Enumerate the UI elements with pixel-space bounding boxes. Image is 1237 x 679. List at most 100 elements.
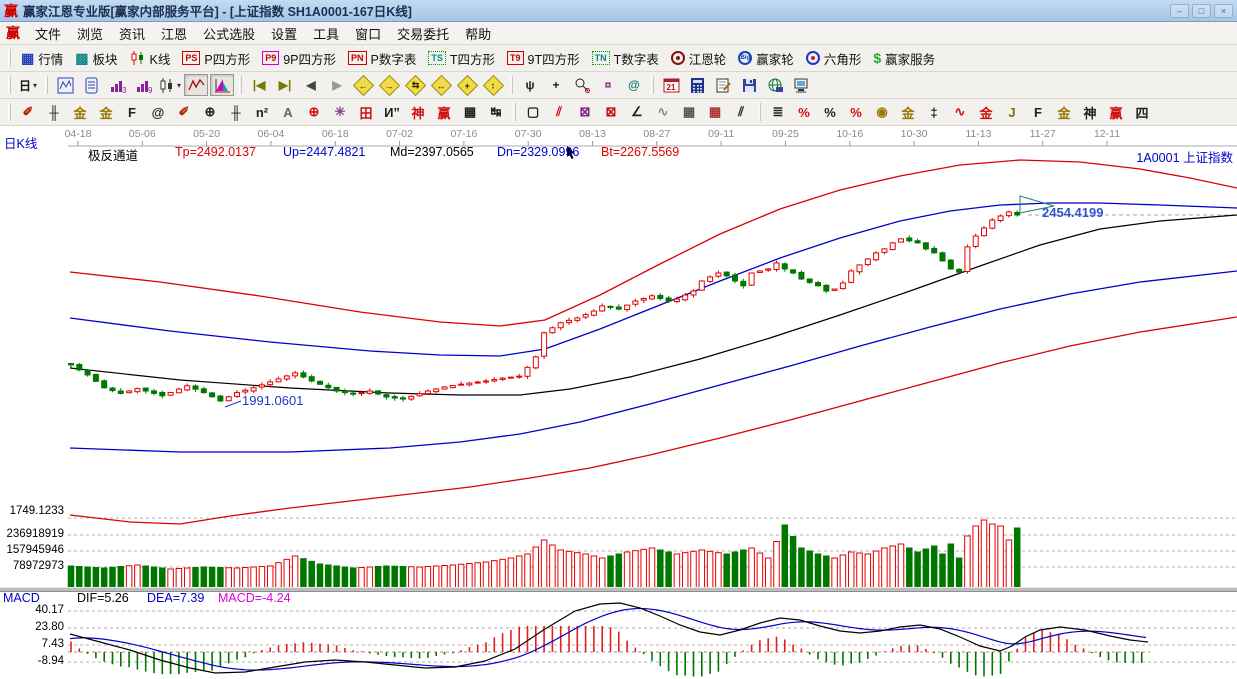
- color-chart-button[interactable]: [210, 74, 235, 96]
- toolbar-item-winner-service[interactable]: $ 赢家服务: [867, 46, 941, 70]
- time-ruler-button[interactable]: ╫: [231, 104, 241, 120]
- percent-button[interactable]: %: [824, 104, 836, 120]
- first-page-button[interactable]: |◀: [247, 74, 271, 96]
- percent-slash-button[interactable]: %: [798, 104, 810, 120]
- percent-line-button[interactable]: %: [850, 104, 862, 120]
- cycle-ruler-button[interactable]: ⊕: [204, 104, 216, 119]
- gold-circle-button[interactable]: ◉: [876, 104, 888, 119]
- grid-123-button[interactable]: ▦: [463, 104, 477, 119]
- gold-under-button[interactable]: 金: [979, 105, 993, 121]
- toolbar-item-quotes[interactable]: ▦ 行情: [15, 46, 69, 70]
- box-select-button[interactable]: ▢: [526, 104, 540, 119]
- next-page-button[interactable]: ▶: [325, 74, 349, 96]
- gold-line-button[interactable]: 金: [901, 105, 915, 121]
- angle-lines-button[interactable]: ∠: [631, 104, 643, 119]
- toolbar-item-t-number-table[interactable]: TN T数字表: [586, 46, 665, 70]
- toolbar-item-sectors[interactable]: ▩ 板块: [69, 46, 123, 70]
- hand-tool-button[interactable]: ψ: [518, 74, 542, 96]
- wave-gray-button[interactable]: ∿: [657, 104, 669, 119]
- toolbar-item-t-square[interactable]: TS T四方形: [422, 46, 501, 70]
- scale-list-button[interactable]: ≣: [772, 104, 784, 119]
- gold-angle-button[interactable]: 金: [1057, 105, 1071, 121]
- measure-pen-button[interactable]: ‡: [930, 104, 938, 120]
- n-square-button[interactable]: n²: [255, 104, 269, 120]
- pane-splitter[interactable]: [0, 587, 1237, 592]
- shen-grid-button[interactable]: 神: [411, 105, 425, 121]
- candle-style-button[interactable]: ▾: [157, 74, 182, 96]
- toolbar-item-winner-wheel[interactable]: Big 赢家轮: [732, 46, 800, 70]
- toolbar-item-hexagon[interactable]: 六角形: [800, 46, 868, 70]
- fan-box-red-button[interactable]: ⊠: [605, 104, 617, 119]
- last-page-button[interactable]: ▶|: [273, 74, 297, 96]
- menu-item-3[interactable]: 江恩: [161, 26, 188, 42]
- menu-item-9[interactable]: 帮助: [465, 26, 492, 42]
- parallel-lines-button[interactable]: ⫽: [738, 104, 744, 119]
- bars-9-button[interactable]: 9: [131, 74, 155, 96]
- cross-tool-button[interactable]: +: [544, 74, 568, 96]
- net-save-button[interactable]: [763, 74, 787, 96]
- shift-right-button[interactable]: →: [377, 74, 401, 96]
- gold-ruler-1-button[interactable]: 金: [73, 105, 87, 121]
- grid-dense-button[interactable]: ▦: [682, 104, 696, 119]
- ying-grid-button[interactable]: 赢: [437, 105, 451, 121]
- j-angle-button[interactable]: J: [1008, 104, 1016, 120]
- star-grid-button[interactable]: ✳: [334, 104, 346, 119]
- toolbar-item-9t-square[interactable]: T9 9T四方形: [501, 46, 586, 70]
- save-button[interactable]: [737, 74, 761, 96]
- menu-item-2[interactable]: 资讯: [119, 26, 146, 42]
- compress-x-button[interactable]: ↔: [429, 74, 453, 96]
- close-button[interactable]: ×: [1214, 3, 1233, 18]
- spiral-button[interactable]: @: [151, 104, 165, 120]
- compress-curve-button[interactable]: [53, 74, 77, 96]
- fan-rays-button[interactable]: ⫽: [556, 104, 562, 119]
- fan-box-purple-button[interactable]: ⊠: [579, 104, 591, 119]
- period-day-button[interactable]: 日 ▾: [16, 74, 40, 96]
- maximize-button[interactable]: □: [1192, 3, 1211, 18]
- trend-pen-button[interactable]: ✐: [22, 104, 34, 119]
- span-arrows-button[interactable]: ↹: [490, 104, 502, 119]
- pc-sync-button[interactable]: [789, 74, 813, 96]
- gann-ruler-button[interactable]: ╫: [49, 104, 59, 120]
- target-red-button[interactable]: ⊕: [308, 104, 320, 119]
- shen-angle-button[interactable]: 神: [1083, 105, 1097, 121]
- menu-item-5[interactable]: 设置: [271, 26, 298, 42]
- prev-page-button[interactable]: ◀: [299, 74, 323, 96]
- zigzag-tool-button[interactable]: [184, 74, 209, 96]
- toolbar-item-kline[interactable]: K线: [124, 46, 177, 70]
- angle-mirror-button[interactable]: A: [283, 104, 293, 120]
- toolbar-item-p-square[interactable]: PS P四方形: [176, 46, 256, 70]
- four-angle-button[interactable]: 四: [1135, 105, 1149, 121]
- swap-view-button[interactable]: ⇆: [403, 74, 427, 96]
- menu-item-7[interactable]: 窗口: [355, 26, 382, 42]
- i-quote-button[interactable]: И”: [384, 104, 400, 120]
- menu-item-8[interactable]: 交易委托: [397, 26, 450, 42]
- grid-dense-red-button[interactable]: ▦: [708, 104, 722, 119]
- magnifier-button[interactable]: [570, 74, 594, 96]
- grid-red-button[interactable]: 田: [359, 105, 373, 121]
- f-angle-button[interactable]: F: [1034, 104, 1042, 120]
- zoom-in-button[interactable]: +: [455, 74, 479, 96]
- toolbar-item-gann-wheel[interactable]: 江恩轮: [665, 46, 733, 70]
- toolbar-item-p-number-table[interactable]: PN P数字表: [342, 46, 422, 70]
- menu-item-4[interactable]: 公式选股: [203, 26, 256, 42]
- wave-tool-button[interactable]: @: [622, 74, 646, 96]
- menu-item-1[interactable]: 浏览: [77, 26, 104, 42]
- calculator-button[interactable]: [685, 74, 709, 96]
- minimize-button[interactable]: –: [1170, 3, 1189, 18]
- toolbar-item-9p-square[interactable]: P9 9P四方形: [256, 46, 342, 70]
- mark-pen-button[interactable]: ✐: [178, 104, 190, 119]
- wave-red-button[interactable]: ∿: [954, 104, 966, 119]
- calendar-button[interactable]: 21: [659, 74, 683, 96]
- notes-button[interactable]: [711, 74, 735, 96]
- fibo-ruler-button[interactable]: F: [128, 104, 136, 120]
- menu-item-0[interactable]: 文件: [35, 26, 62, 42]
- menu-item-6[interactable]: 工具: [313, 26, 340, 42]
- shift-left-button[interactable]: ←: [351, 74, 375, 96]
- gann-tool-button[interactable]: ¤: [596, 74, 620, 96]
- f10-info-button[interactable]: [79, 74, 103, 96]
- indicator-tp-value: Tp=2492.0137: [175, 145, 256, 159]
- gold-ruler-2-button[interactable]: 金: [99, 105, 113, 121]
- ying-angle-button[interactable]: 赢: [1109, 105, 1123, 121]
- bars-3-button[interactable]: 3: [105, 74, 129, 96]
- expand-y-button[interactable]: ↕: [481, 74, 505, 96]
